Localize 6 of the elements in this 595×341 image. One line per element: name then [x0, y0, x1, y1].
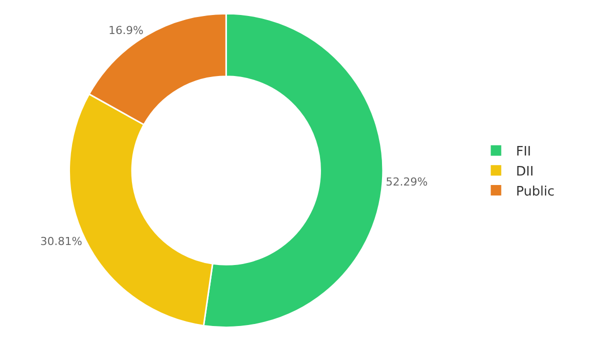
legend-label: Public — [516, 184, 554, 200]
legend-label: DII — [516, 164, 534, 180]
data-label: 52.29% — [386, 175, 428, 188]
data-label: 30.81% — [40, 234, 82, 248]
data-label: 16.9% — [108, 24, 144, 37]
legend-label: FII — [516, 144, 532, 160]
